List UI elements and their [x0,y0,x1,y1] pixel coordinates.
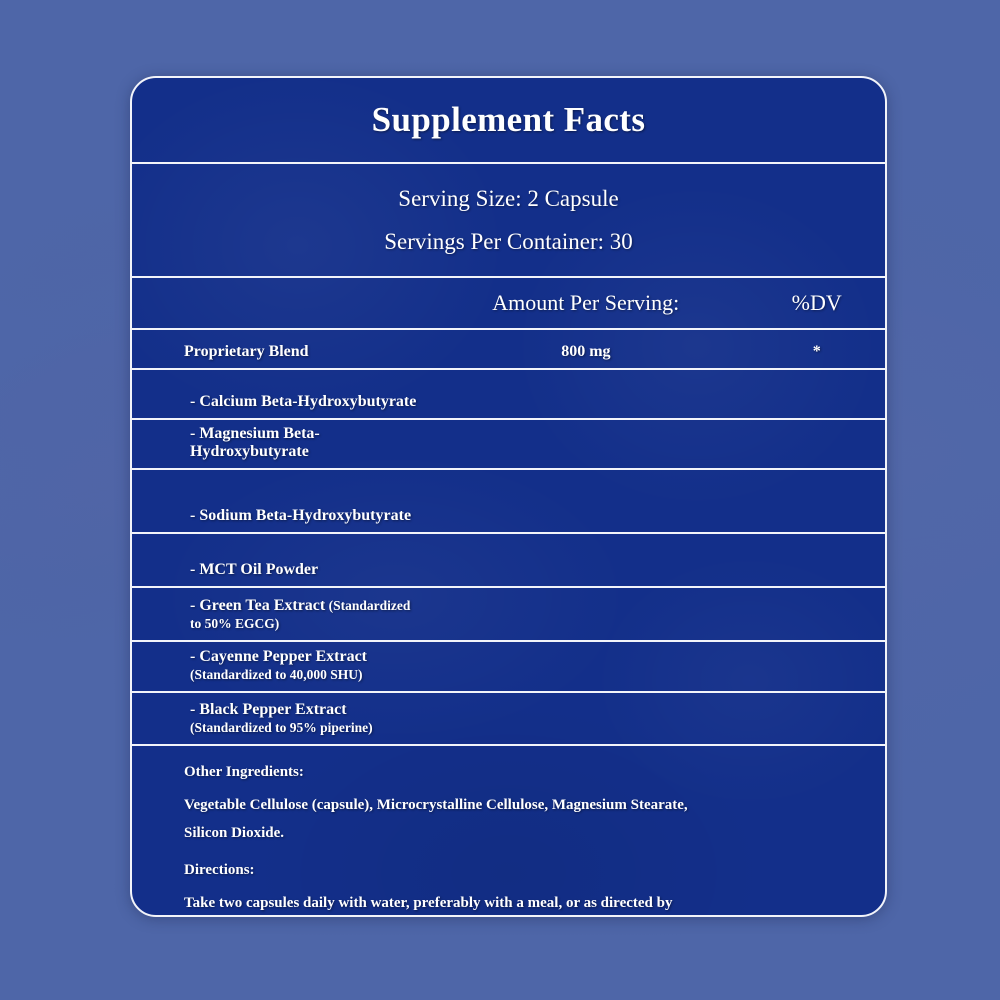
divider [132,418,885,420]
ingredient-amount: 800 mg [561,343,611,360]
directions-line-1: Take two capsules daily with water, pref… [184,895,673,911]
other-ingredients-heading: Other Ingredients: [184,764,304,780]
ingredient-name-text: - Sodium Beta-Hydroxybutyrate [190,507,412,524]
ingredient-qualifier-text: (Standardized to 95% piperine) [190,720,373,735]
table-row: - Green Tea Extract (Standardized to 50%… [132,588,885,640]
divider [132,640,885,642]
ingredient-name: - MCT Oil Powder [132,561,423,579]
divider [132,468,885,470]
ingredient-name: - Sodium Beta-Hydroxybutyrate [132,507,423,525]
ingredient-name-text: - MCT Oil Powder [190,561,319,578]
servings-per-container-text: Servings Per Container: 30 [384,228,633,254]
label-footer: Other Ingredients: Vegetable Cellulose (… [132,746,885,915]
label-title-row: Supplement Facts [132,78,885,162]
table-row: - MCT Oil Powder [132,534,885,586]
table-row: - Magnesium Beta-Hydroxybutyrate [132,420,885,468]
ingredient-name-text: - Green Tea Extract [190,597,326,614]
divider [132,586,885,588]
table-row: - Black Pepper Extract (Standardized to … [132,693,885,744]
ingredient-name-text: - Calcium Beta-Hydroxybutyrate [190,393,417,410]
divider [132,691,885,693]
ingredient-qualifier-text: (Standardized to 50% EGCG) [190,598,411,631]
directions-heading: Directions: [184,862,255,878]
other-ingredients-line-1: Vegetable Cellulose (capsule), Microcrys… [184,797,688,813]
column-header-amount: Amount Per Serving: [492,290,680,315]
other-ingredients-line-2: Silicon Dioxide. [184,825,285,841]
table-row: - Cayenne Pepper Extract (Standardized t… [132,642,885,691]
ingredient-name-text: Proprietary Blend [184,343,309,360]
ingredient-name: - Black Pepper Extract (Standardized to … [132,701,423,737]
serving-size-text: Serving Size: 2 Capsule [398,185,619,211]
column-header-dv: %DV [791,290,842,315]
ingredient-daily-value: * [812,343,821,360]
footer-spacer [184,847,833,862]
ingredient-name: - Cayenne Pepper Extract (Standardized t… [132,648,423,684]
table-header-row: Amount Per Serving: %DV [132,278,885,328]
divider [132,328,885,330]
ingredient-name: - Green Tea Extract (Standardized to 50%… [132,597,423,633]
ingredient-name: - Calcium Beta-Hydroxybutyrate [132,393,423,411]
ingredient-name: - Magnesium Beta-Hydroxybutyrate [132,425,423,461]
divider [132,368,885,370]
table-row: - Sodium Beta-Hydroxybutyrate [132,470,885,532]
serving-info-block: Serving Size: 2 Capsule Servings Per Con… [132,164,885,276]
supplement-facts-panel: Supplement Facts Serving Size: 2 Capsule… [130,76,887,917]
ingredient-name-text: - Black Pepper Extract [190,701,347,718]
ingredient-name-text: - Magnesium Beta-Hydroxybutyrate [190,425,320,460]
divider [132,276,885,278]
divider [132,744,885,746]
ingredient-table-body: Proprietary Blend 800 mg * - Calcium Beta-H… [132,330,885,746]
table-row: - Calcium Beta-Hydroxybutyrate [132,370,885,418]
divider [132,532,885,534]
divider [132,162,885,164]
ingredient-qualifier-text: (Standardized to 40,000 SHU) [190,667,363,682]
ingredient-name: Proprietary Blend [132,343,423,361]
ingredient-name-text: - Cayenne Pepper Extract [190,648,367,665]
page-title: Supplement Facts [371,100,646,139]
table-row: Proprietary Blend 800 mg * [132,330,885,368]
